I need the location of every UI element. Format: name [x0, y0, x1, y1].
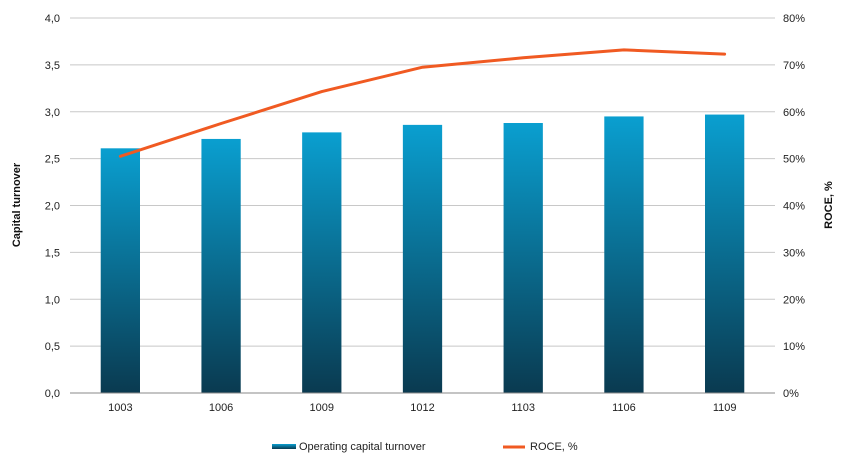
bar — [201, 138, 241, 393]
legend-bar-swatch — [272, 444, 296, 449]
x-tick-label: 1106 — [612, 402, 636, 414]
y2-tick-label: 70% — [783, 60, 805, 72]
x-tick-label: 1012 — [410, 402, 434, 414]
y-tick-label: 3,0 — [45, 107, 60, 119]
y2-axis-title: ROCE, % — [823, 181, 835, 229]
y2-tick-label: 80% — [783, 13, 805, 25]
legend: Operating capital turnover ROCE, % — [272, 441, 578, 453]
x-tick-label: 1103 — [511, 402, 535, 414]
bar — [302, 132, 342, 393]
y-tick-label: 0,5 — [45, 341, 60, 353]
y-tick-label: 3,5 — [45, 60, 60, 72]
y-tick-label: 2,5 — [45, 154, 60, 166]
y-tick-label: 2,0 — [45, 201, 60, 213]
tick-labels: 0,0 0,5 1,0 1,5 2,0 2,5 3,0 3,5 4,0 0% 10% 20% 30% 40… — [45, 13, 806, 414]
bar — [503, 123, 543, 393]
bar — [100, 148, 140, 393]
x-tick-label: 1006 — [209, 402, 233, 414]
y2-tick-label: 10% — [783, 341, 805, 353]
y-tick-label: 1,5 — [45, 247, 60, 259]
y-tick-label: 4,0 — [45, 13, 60, 25]
legend-bar-label: Operating capital turnover — [299, 441, 426, 453]
y-tick-label: 1,0 — [45, 294, 60, 306]
y2-tick-label: 0% — [783, 388, 799, 400]
x-tick-label: 1003 — [108, 402, 132, 414]
legend-line-label: ROCE, % — [530, 441, 578, 453]
bar — [402, 124, 443, 393]
bar — [604, 116, 644, 393]
x-tick-label: 1109 — [713, 402, 737, 414]
bar — [705, 114, 745, 393]
y2-tick-label: 20% — [783, 294, 805, 306]
roce-line-layer — [118, 48, 727, 158]
x-tick-label: 1009 — [310, 402, 334, 414]
y2-tick-label: 50% — [783, 154, 805, 166]
y-tick-label: 0,0 — [45, 388, 60, 400]
y2-tick-label: 40% — [783, 201, 805, 213]
y2-tick-label: 30% — [783, 247, 805, 259]
y2-tick-label: 60% — [783, 107, 805, 119]
y-axis-title: Capital turnover — [11, 162, 23, 247]
bars — [100, 114, 745, 393]
